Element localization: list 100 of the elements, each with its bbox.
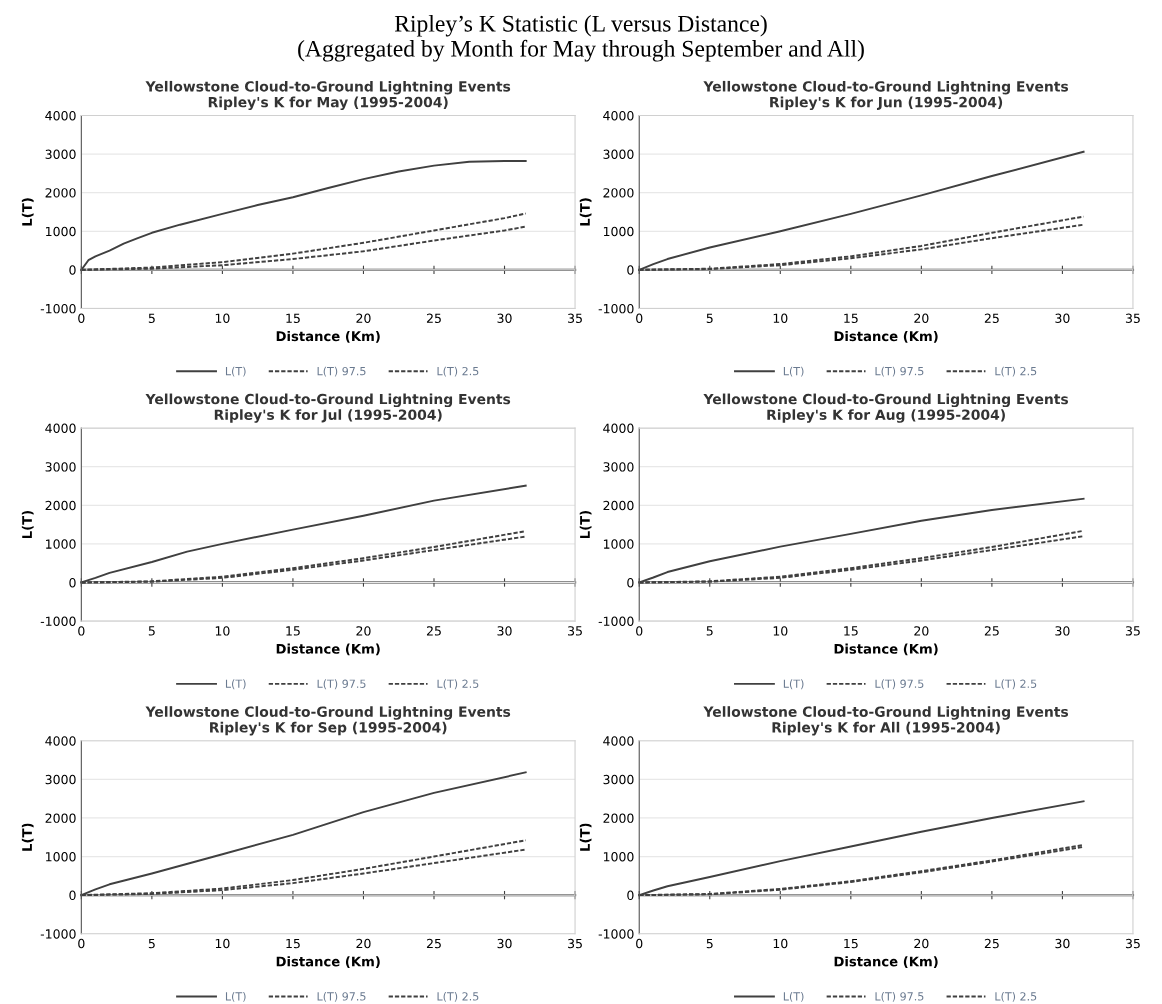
y-tick-label: 2000: [603, 188, 634, 198]
legend-label: L(T) 97.5: [317, 679, 366, 690]
x-tick-label: 10: [215, 626, 230, 636]
x-tick-label: 0: [78, 313, 85, 323]
x-tick-label: 30: [497, 938, 512, 949]
y-tick-label: 0: [627, 890, 634, 901]
legend-label: L(T): [783, 366, 804, 377]
x-tick-label: 35: [1125, 938, 1140, 949]
x-tick-label: 5: [148, 626, 155, 636]
x-tick-label: 35: [568, 938, 582, 949]
x-tick-label: 15: [286, 313, 300, 323]
x-tick-label: 20: [356, 626, 371, 636]
y-tick-label: 4000: [45, 736, 76, 746]
x-tick-label: 30: [1055, 938, 1070, 949]
x-tick-label: 0: [78, 626, 85, 636]
chart-title: Yellowstone Cloud-to-Ground Lightning Events Ripley's K for May (1995-2004): [145, 80, 511, 111]
x-axis-title: Distance (Km): [834, 330, 938, 343]
y-tick-label: 1000: [46, 539, 76, 549]
x-tick-label: 5: [706, 313, 713, 323]
x-tick-label: 5: [148, 313, 155, 323]
x-tick-label: 25: [984, 938, 999, 949]
x-tick-label: 15: [844, 313, 858, 323]
y-tick-label: 2000: [45, 500, 76, 511]
y-tick-label: 2000: [603, 813, 634, 823]
y-tick-label: 3000: [603, 774, 634, 785]
y-tick-label: -1000: [40, 929, 76, 939]
x-tick-label: 10: [773, 313, 788, 323]
x-tick-label: 15: [286, 626, 300, 636]
legend-label: L(T) 2.5: [437, 366, 479, 377]
y-tick-label: 3000: [45, 774, 76, 785]
y-tick-label: 3000: [45, 462, 76, 472]
legend-label: L(T) 2.5: [995, 366, 1037, 377]
x-tick-label: 20: [914, 626, 929, 636]
y-tick-label: 0: [69, 890, 76, 901]
y-tick-label: 0: [627, 265, 634, 275]
x-tick-label: 5: [706, 626, 713, 636]
x-tick-label: 15: [286, 938, 300, 949]
y-tick-label: 1000: [603, 226, 634, 237]
y-axis-title: L(T): [21, 823, 34, 851]
x-tick-label: 20: [914, 313, 929, 323]
chart-title: Yellowstone Cloud-to-Ground Lightning Events Ripley's K for Jun (1995-2004): [703, 80, 1069, 111]
legend-label: L(T): [225, 679, 246, 690]
legend-label: L(T): [783, 991, 804, 1002]
y-tick-label: -1000: [40, 616, 76, 627]
x-tick-label: 25: [984, 626, 999, 636]
x-axis-title: Distance (Km): [834, 956, 938, 968]
legend-label: L(T) 2.5: [437, 991, 479, 1002]
x-tick-label: 30: [1055, 313, 1070, 323]
x-tick-label: 0: [78, 938, 85, 949]
text: Ripley’s K Statistic (L versus Distance) (Aggregated by Month for May through September and All): [298, 15, 864, 62]
y-tick-label: 2000: [45, 188, 76, 198]
y-tick-label: 4000: [45, 110, 76, 121]
y-tick-label: 3000: [45, 149, 76, 159]
legend-label: L(T) 2.5: [995, 991, 1037, 1002]
y-tick-label: 4000: [603, 423, 634, 434]
x-axis-title: Distance (Km): [276, 643, 380, 656]
x-tick-label: 10: [773, 626, 788, 636]
x-tick-label: 25: [426, 938, 441, 949]
x-tick-label: 10: [215, 938, 230, 949]
y-tick-label: 1000: [603, 539, 634, 549]
y-tick-label: 2000: [603, 500, 634, 511]
x-tick-label: 35: [568, 626, 582, 636]
y-tick-label: 1000: [46, 226, 76, 237]
legend-label: L(T) 97.5: [317, 366, 366, 377]
x-tick-label: 25: [426, 313, 441, 323]
x-tick-label: 20: [914, 938, 929, 949]
x-tick-label: 35: [1125, 626, 1140, 636]
legend-label: L(T): [783, 679, 804, 690]
x-tick-label: 20: [356, 313, 371, 323]
y-tick-label: 4000: [45, 423, 76, 434]
x-tick-label: 25: [984, 313, 999, 323]
x-tick-label: 5: [706, 938, 713, 949]
y-tick-label: -1000: [598, 303, 634, 314]
x-tick-label: 0: [636, 313, 643, 323]
chart-title: Yellowstone Cloud-to-Ground Lightning Events Ripley's K for All (1995-2004): [703, 706, 1069, 736]
x-tick-label: 5: [148, 938, 155, 949]
x-tick-label: 0: [636, 938, 643, 949]
legend-label: L(T): [225, 366, 246, 377]
chart-title: Yellowstone Cloud-to-Ground Lightning Events Ripley's K for Sep (1995-2004): [145, 706, 511, 736]
x-tick-label: 25: [426, 626, 441, 636]
chart-title: Yellowstone Cloud-to-Ground Lightning Events Ripley's K for Aug (1995-2004): [703, 393, 1069, 423]
chart-title: Yellowstone Cloud-to-Ground Lightning Events Ripley's K for Jul (1995-2004): [145, 393, 511, 423]
y-tick-label: -1000: [40, 303, 76, 314]
y-tick-label: 3000: [603, 462, 634, 472]
y-axis-title: L(T): [21, 198, 34, 226]
x-tick-label: 30: [497, 313, 512, 323]
y-axis-title: L(T): [579, 198, 592, 226]
y-axis-title: L(T): [579, 823, 592, 851]
x-tick-label: 30: [1055, 626, 1070, 636]
x-tick-label: 0: [636, 626, 643, 636]
x-tick-label: 30: [497, 626, 512, 636]
x-tick-label: 15: [844, 938, 858, 949]
x-axis-title: Distance (Km): [834, 643, 938, 656]
y-tick-label: -1000: [598, 616, 634, 627]
y-tick-label: 1000: [603, 852, 634, 862]
legend-label: L(T) 97.5: [875, 991, 924, 1002]
legend-label: L(T) 97.5: [317, 991, 366, 1002]
y-tick-label: 1000: [46, 852, 76, 862]
x-axis-title: Distance (Km): [276, 956, 380, 968]
y-tick-label: 4000: [603, 736, 634, 746]
